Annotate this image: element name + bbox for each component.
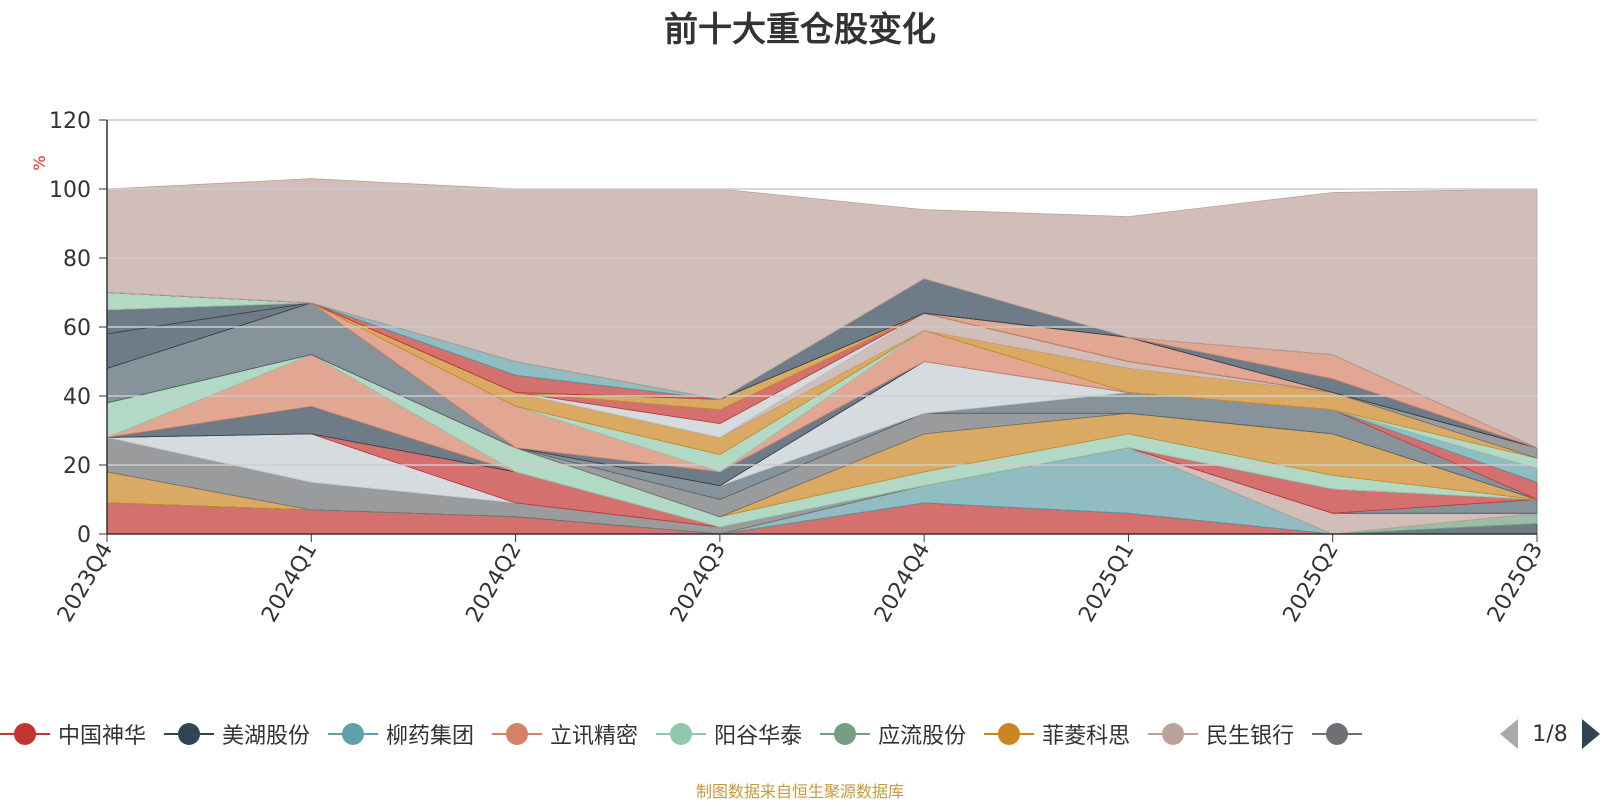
legend-label: 应流股份: [878, 724, 967, 749]
legend-marker-icon: [328, 723, 379, 745]
x-tick-label: 2023Q4: [53, 539, 118, 627]
legend-label: 柳药集团: [386, 724, 475, 749]
legend-item[interactable]: 民生银行: [1148, 716, 1294, 752]
legend-marker-icon: [164, 723, 215, 745]
grid-layer: [107, 119, 1537, 466]
y-tick-label: 80: [63, 247, 91, 272]
legend: 中国神华 美湖股份 柳药集团 立讯精密 阳谷华泰 应流股份 菲菱科思 民生银行: [0, 716, 1500, 752]
y-tick-label: 60: [63, 316, 91, 341]
legend-marker-icon: [820, 723, 871, 745]
y-tick-label: 20: [63, 454, 91, 479]
x-tick-label: 2024Q2: [461, 539, 526, 627]
x-tick-label: 2025Q2: [1279, 539, 1344, 627]
x-tick-label: 2024Q1: [257, 539, 322, 627]
y-tick-label: 100: [49, 178, 91, 203]
legend-item[interactable]: 应流股份: [820, 716, 966, 752]
legend-marker-icon: [984, 723, 1035, 745]
legend-item[interactable]: 中国神华: [0, 716, 146, 752]
areas-layer: [106, 178, 1538, 535]
legend-item[interactable]: [1312, 716, 1370, 752]
y-tick-label: 40: [63, 385, 91, 410]
legend-marker-icon: [0, 723, 50, 745]
source-note: 制图数据来自恒生聚源数据库: [695, 782, 904, 801]
legend-item[interactable]: 立讯精密: [492, 716, 638, 752]
x-tick-label: 2025Q1: [1074, 539, 1139, 627]
legend-label: 中国神华: [58, 724, 147, 749]
x-tick-label: 2024Q3: [666, 539, 731, 627]
legend-item[interactable]: 柳药集团: [328, 716, 474, 752]
legend-marker-icon: [492, 723, 543, 745]
legend-label: 立讯精密: [550, 724, 639, 749]
y-axis-label: %: [30, 155, 49, 170]
legend-marker-icon: [656, 723, 707, 745]
legend-label: 菲菱科思: [1042, 724, 1131, 749]
legend-item[interactable]: 菲菱科思: [984, 716, 1130, 752]
legend-pager: 1/8: [1500, 716, 1600, 752]
legend-label: 民生银行: [1206, 724, 1295, 749]
pager-text: 1/8: [1532, 721, 1568, 747]
y-tick-label: 120: [49, 109, 91, 134]
legend-item[interactable]: 美湖股份: [164, 716, 310, 752]
legend-marker-icon: [1312, 723, 1363, 745]
legend-label: 美湖股份: [222, 724, 311, 749]
y-tick-label: 0: [77, 523, 91, 548]
pager-next-icon[interactable]: [1582, 719, 1600, 749]
pager-prev-icon[interactable]: [1500, 719, 1518, 749]
legend-marker-icon: [1148, 723, 1199, 745]
legend-item[interactable]: 阳谷华泰: [656, 716, 802, 752]
x-tick-label: 2025Q3: [1483, 539, 1548, 627]
legend-label: 阳谷华泰: [714, 724, 803, 749]
x-tick-label: 2024Q4: [870, 539, 935, 627]
chart-title: 前十大重仓股变化: [664, 10, 936, 50]
